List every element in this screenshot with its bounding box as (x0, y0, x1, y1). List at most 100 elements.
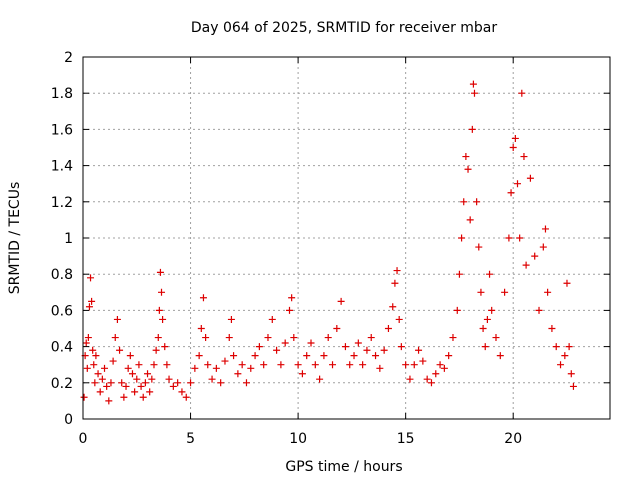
data-point (389, 303, 397, 311)
data-point (376, 364, 384, 372)
data-point (384, 325, 392, 332)
data-point (468, 125, 476, 133)
data-point (288, 294, 296, 302)
data-point (350, 352, 358, 360)
data-point (251, 352, 259, 360)
y-axis-label: SRMTID / TECUs (7, 182, 23, 295)
data-point (255, 343, 263, 351)
data-point (541, 225, 549, 233)
data-point (285, 306, 293, 314)
data-point (449, 334, 457, 342)
data-point (406, 375, 414, 383)
data-point (281, 339, 289, 347)
data-point (88, 297, 96, 305)
data-point (346, 361, 354, 369)
data-point (165, 375, 173, 383)
data-point (204, 361, 212, 369)
data-point (277, 361, 285, 369)
data-point (393, 267, 401, 275)
data-point (320, 352, 328, 360)
data-point (511, 134, 519, 142)
data-point (124, 364, 132, 372)
data-point (552, 343, 560, 351)
data-point (152, 346, 160, 354)
data-point (131, 388, 139, 396)
y-tick-label: 2 (64, 50, 73, 66)
data-point (264, 334, 272, 342)
data-point (199, 294, 207, 302)
y-tick-label: 1.2 (51, 195, 73, 211)
data-point (460, 198, 468, 206)
data-point (174, 379, 182, 387)
data-point (415, 346, 423, 354)
data-point (423, 375, 431, 383)
data-point (496, 352, 504, 360)
data-point (470, 89, 478, 97)
data-point (402, 361, 410, 369)
data-point (212, 364, 220, 372)
data-point (163, 361, 171, 369)
data-point (238, 361, 246, 369)
data-point (488, 306, 496, 314)
data-point (96, 388, 104, 396)
data-point (103, 382, 111, 390)
y-tick-label: 0.2 (51, 376, 73, 392)
data-point (94, 370, 102, 378)
data-point (230, 352, 238, 360)
data-point (539, 243, 547, 251)
data-point (148, 375, 156, 383)
data-point (159, 315, 167, 323)
data-point (466, 216, 474, 224)
data-point (225, 334, 233, 342)
data-point (436, 361, 444, 369)
data-point (432, 370, 440, 378)
data-point (126, 352, 134, 360)
data-point (182, 393, 190, 401)
data-point (359, 361, 367, 369)
data-point (544, 288, 552, 296)
data-point (156, 268, 164, 276)
data-point (329, 361, 337, 369)
x-tick-label: 10 (289, 431, 307, 447)
data-point (227, 315, 235, 323)
data-point (260, 361, 268, 369)
data-point (139, 393, 147, 401)
data-point (268, 315, 276, 323)
data-point (445, 352, 453, 360)
data-point (505, 234, 513, 242)
data-point (107, 379, 115, 387)
tick-labels: 00.20.40.60.811.21.41.61.820 5 10 15 20 (51, 50, 522, 447)
data-point (191, 364, 199, 372)
data-point (395, 315, 403, 323)
x-tick-label: 20 (504, 431, 522, 447)
y-tick-label: 0 (64, 412, 73, 428)
data-point (561, 352, 569, 360)
x-tick-label: 15 (397, 431, 415, 447)
data-point (380, 346, 388, 354)
data-point (479, 325, 487, 332)
data-point (526, 174, 534, 182)
data-point (462, 153, 470, 161)
data-point (133, 375, 141, 383)
data-point (221, 357, 229, 365)
data-point (92, 352, 100, 360)
data-point (311, 361, 319, 369)
data-point (453, 306, 461, 314)
data-point (109, 357, 117, 365)
data-point (440, 364, 448, 372)
data-point (307, 339, 315, 347)
axis-ticks (82, 56, 610, 420)
chart-title: Day 064 of 2025, SRMTID for receiver mba… (191, 20, 498, 36)
data-point (122, 382, 130, 390)
data-point (195, 352, 203, 360)
data-points (80, 80, 577, 405)
data-point (477, 288, 485, 296)
data-point (161, 343, 169, 351)
data-point (105, 397, 113, 405)
data-point (324, 334, 332, 342)
data-point (337, 297, 345, 305)
data-point (354, 339, 362, 347)
data-point (87, 274, 95, 282)
data-point (98, 375, 106, 383)
data-point (187, 379, 195, 387)
